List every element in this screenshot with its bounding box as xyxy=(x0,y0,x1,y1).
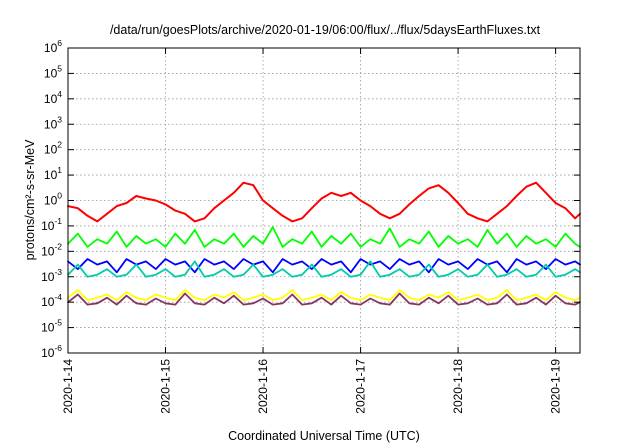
y-tick-label: 106 xyxy=(44,38,62,55)
y-axis-ticks: 10-6 10-5 10-4 10-3 10-2 10-1 100 101 102 103 104 1… xyxy=(41,38,580,360)
y-tick-label: 10-2 xyxy=(41,241,62,258)
x-tick-label: 2020-1-15 xyxy=(159,359,173,414)
y-tick-label: 10-1 xyxy=(41,216,62,233)
y-tick-label: 10-6 xyxy=(41,343,62,360)
x-axis-label: Coordinated Universal Time (UTC) xyxy=(228,429,420,443)
series-lines xyxy=(67,181,581,306)
series-line-5 xyxy=(67,289,581,302)
y-tick-label: 102 xyxy=(44,140,62,157)
x-tick-label: 2020-1-19 xyxy=(549,359,563,414)
y-tick-label: 10-5 xyxy=(41,318,62,335)
y-tick-label: 105 xyxy=(44,63,62,80)
y-tick-label: 10-4 xyxy=(41,292,62,309)
x-axis-ticks: 2020-1-14 2020-1-15 2020-1-16 2020-1-17 2020… xyxy=(61,48,563,414)
series-line-4 xyxy=(67,260,581,278)
y-tick-label: 10-3 xyxy=(41,267,62,284)
x-tick-label: 2020-1-17 xyxy=(354,359,368,414)
y-tick-label: 104 xyxy=(44,89,62,106)
y-tick-label: 100 xyxy=(44,191,62,208)
y-axis-label: protons/cm²-s-sr-MeV xyxy=(23,139,37,261)
chart-title: /data/run/goesPlots/archive/2020-01-19/0… xyxy=(110,23,541,37)
series-line-1 xyxy=(67,181,581,223)
y-tick-label: 101 xyxy=(44,165,62,182)
x-tick-label: 2020-1-16 xyxy=(256,359,270,414)
series-line-6 xyxy=(67,292,581,306)
x-tick-label: 2020-1-14 xyxy=(61,359,75,414)
series-line-3 xyxy=(67,258,581,274)
x-tick-label: 2020-1-18 xyxy=(451,359,465,414)
series-line-2 xyxy=(67,226,581,248)
grid-lines xyxy=(68,48,580,353)
y-tick-label: 103 xyxy=(44,114,62,131)
